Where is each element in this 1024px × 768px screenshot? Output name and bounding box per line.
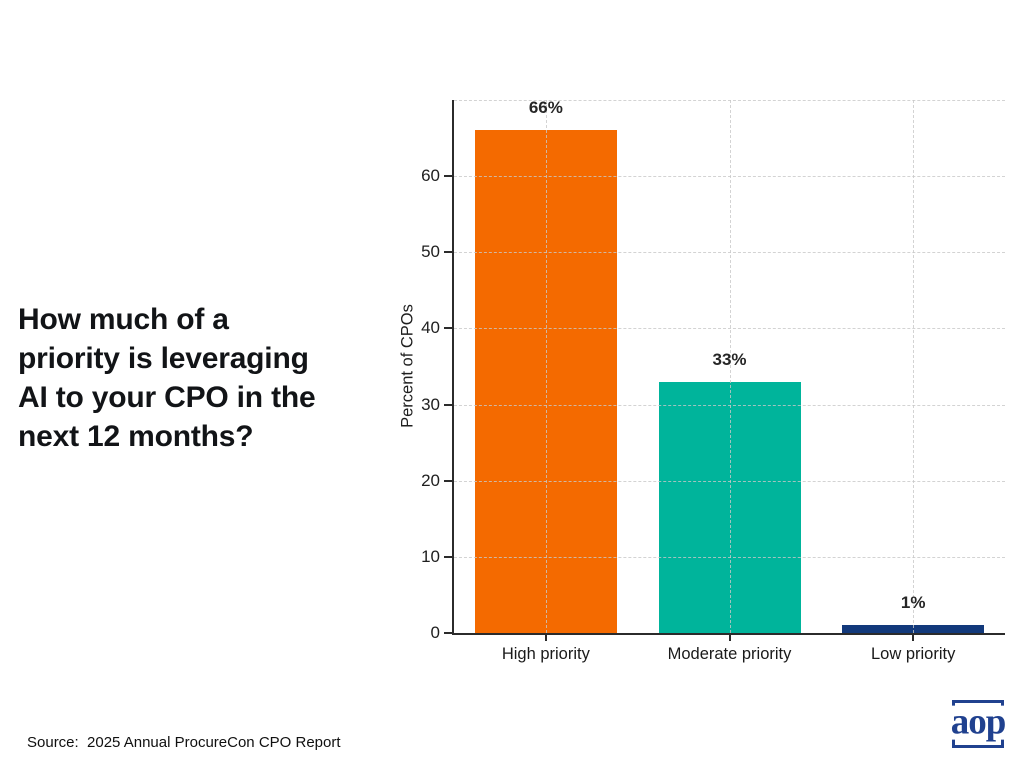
y-tick-label-10: 10 [421, 546, 440, 566]
bar-value-label-moderate-priority: 33% [712, 349, 747, 369]
y-tick-60 [444, 175, 452, 178]
aop-logo-text: aop [947, 704, 1009, 741]
x-tick-high-priority [544, 633, 547, 641]
y-tick-50 [444, 251, 452, 254]
y-tick-0 [444, 632, 452, 634]
bar-value-label-low-priority: 1% [900, 593, 926, 613]
y-tick-40 [444, 327, 452, 330]
y-tick-label-30: 30 [421, 394, 440, 414]
gridline-v-low-priority [913, 100, 915, 633]
x-tick-label-moderate-priority: Moderate priority [667, 645, 792, 663]
y-tick-30 [444, 403, 452, 406]
y-tick-label-0: 0 [430, 623, 440, 642]
y-tick-10 [444, 555, 452, 558]
bar-value-label-high-priority: 66% [528, 98, 563, 118]
question-title: How much of a priority is leveraging AI … [18, 303, 316, 453]
y-tick-label-40: 40 [421, 318, 440, 338]
y-tick-label-20: 20 [421, 470, 440, 490]
x-tick-label-high-priority: High priority [501, 645, 590, 663]
x-tick-label-low-priority: Low priority [870, 645, 956, 663]
source-note: Source: 2025 Annual ProcureCon CPO Repor… [27, 734, 341, 751]
bar-chart-plot-area: 0 10 20 30 40 50 60 66% High priority 33% Moderate… [421, 98, 1005, 663]
x-tick-moderate-priority [728, 633, 731, 641]
y-axis-title: Percent of CPOs [398, 304, 417, 428]
y-tick-label-60: 60 [421, 166, 440, 186]
gridline-v-moderate-priority [729, 100, 731, 633]
gridline-v-high-priority [545, 100, 547, 633]
y-tick-label-50: 50 [421, 242, 440, 262]
x-tick-low-priority [912, 633, 915, 641]
aop-logo: aop [947, 700, 1009, 748]
y-tick-20 [444, 479, 452, 482]
